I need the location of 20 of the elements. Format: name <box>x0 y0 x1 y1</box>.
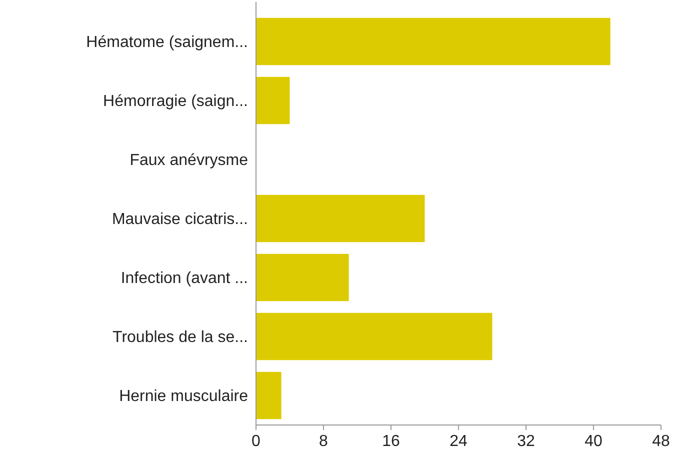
x-tick-label: 24 <box>450 433 468 450</box>
bar <box>256 76 290 124</box>
y-tick-label: Troubles de la se... <box>112 329 248 346</box>
bar <box>256 194 425 242</box>
bar <box>256 254 349 302</box>
x-tick-label: 16 <box>382 433 400 450</box>
x-tick-label: 48 <box>652 433 670 450</box>
x-tick-label: 0 <box>252 433 261 450</box>
bar <box>256 372 282 420</box>
y-tick-label: Infection (avant ... <box>120 270 248 288</box>
y-tick-label: Faux anévrysme <box>130 152 248 170</box>
y-tick-label: Mauvaise cicatris... <box>112 211 248 228</box>
x-tick-label: 40 <box>584 433 602 450</box>
bar <box>256 312 492 360</box>
y-tick-label: Hématome (saignem... <box>86 34 248 52</box>
y-tick-label: Hémorragie (saign... <box>103 93 248 110</box>
x-tick-label: 32 <box>517 433 535 450</box>
y-tick-label: Hernie musculaire <box>119 388 248 406</box>
x-tick-label: 8 <box>319 433 328 450</box>
bar <box>256 18 610 66</box>
